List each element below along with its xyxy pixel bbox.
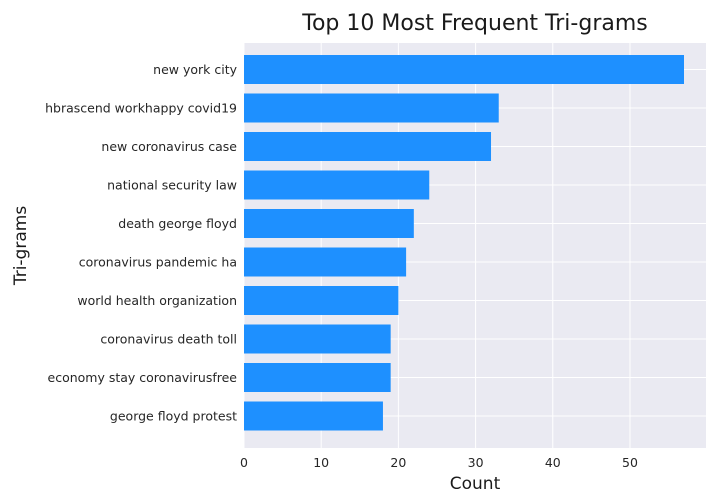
x-tick-label: 10	[313, 455, 329, 470]
bar	[244, 401, 383, 431]
x-tick-label: 20	[390, 455, 406, 470]
y-tick-label: death george floyd	[118, 216, 237, 231]
y-tick-label: hbrascend workhappy covid19	[45, 101, 237, 116]
chart-title: Top 10 Most Frequent Tri-grams	[301, 11, 647, 36]
bar	[244, 132, 492, 161]
bar	[244, 363, 391, 392]
y-tick-label: coronavirus pandemic ha	[79, 255, 237, 270]
y-tick-label: national security law	[107, 178, 237, 193]
y-tick-label: world health organization	[77, 293, 237, 308]
bar	[244, 286, 399, 315]
y-tick-label: economy stay coronavirusfree	[48, 370, 238, 385]
y-tick-labels: new york city hbrascend workhappy covid19…	[45, 62, 237, 424]
bar	[244, 324, 391, 354]
bar	[244, 55, 684, 84]
bar	[244, 93, 499, 123]
x-tick-label: 40	[545, 455, 561, 470]
x-tick-label: 50	[622, 455, 638, 470]
y-tick-label: coronavirus death toll	[100, 332, 237, 347]
y-tick-label: new coronavirus case	[101, 139, 237, 154]
y-axis-label: Tri-grams	[11, 206, 31, 286]
bar	[244, 247, 407, 277]
x-axis-label: Count	[450, 474, 501, 494]
bar	[244, 209, 414, 238]
x-tick-label: 0	[240, 455, 248, 470]
bars	[244, 55, 684, 431]
x-tick-labels: 0 10 20 30 40 50	[240, 455, 638, 470]
x-tick-label: 30	[468, 455, 484, 470]
y-tick-label: george floyd protest	[110, 409, 237, 424]
bar	[244, 170, 430, 200]
y-tick-label: new york city	[153, 62, 237, 77]
